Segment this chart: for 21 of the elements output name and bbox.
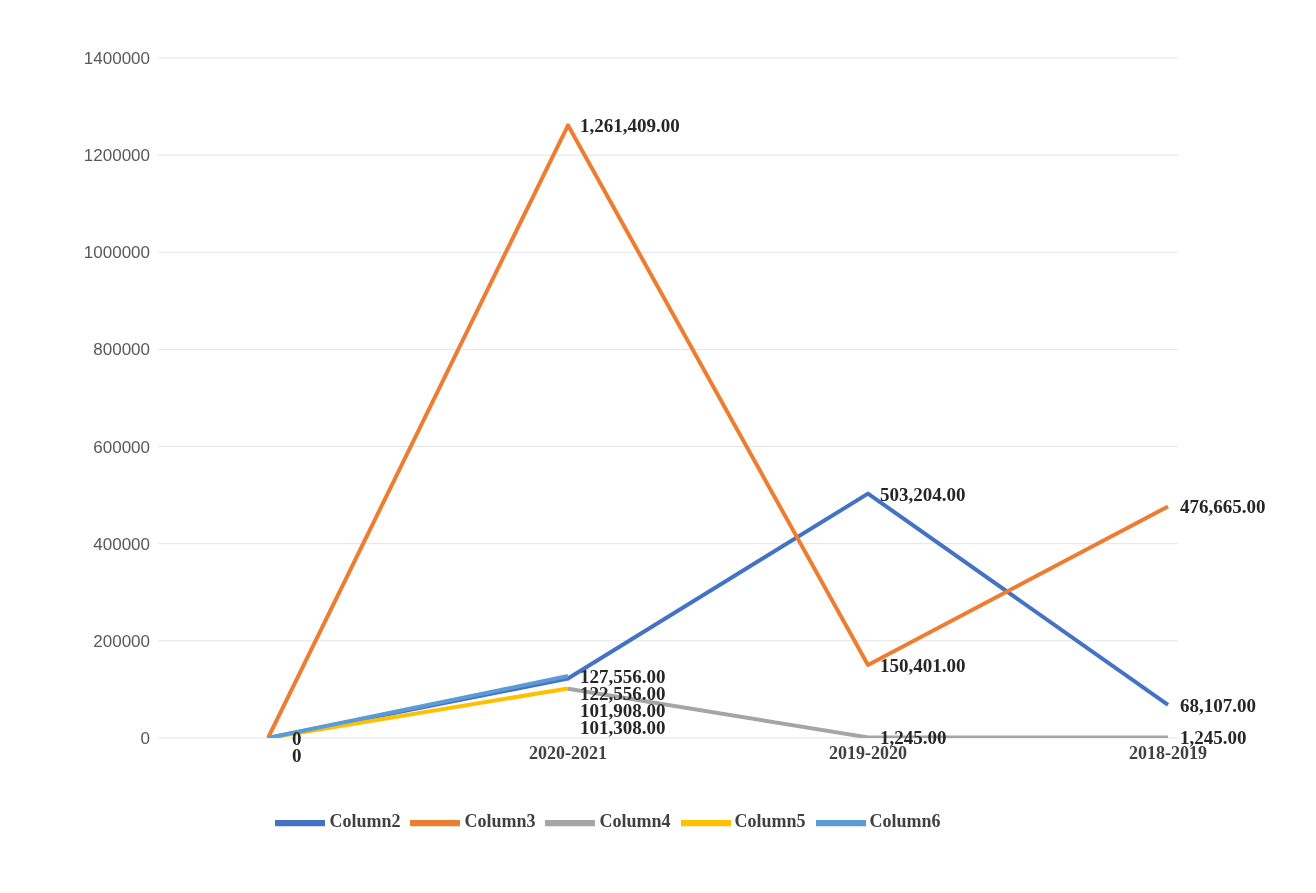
y-tick-label: 1000000 — [83, 243, 150, 263]
y-tick-label: 800000 — [93, 340, 150, 360]
y-tick-label: 1400000 — [83, 49, 150, 69]
data-label: 0 — [292, 745, 302, 766]
legend-label: Column5 — [734, 811, 806, 832]
y-tick-label: 400000 — [93, 534, 150, 554]
x-tick-label: 2020-2021 — [529, 742, 607, 763]
y-tick-label: 1200000 — [83, 146, 150, 166]
legend-label: Column3 — [464, 811, 536, 832]
data-label: 127,556.00 — [580, 666, 666, 688]
data-label: 503,204.00 — [880, 483, 966, 505]
data-label: 150,401.00 — [880, 654, 966, 676]
legend-label: Column2 — [329, 811, 401, 832]
y-tick-label: 200000 — [93, 631, 150, 651]
y-tick-label: 600000 — [93, 437, 150, 457]
data-label: 476,665.00 — [1180, 496, 1266, 518]
legend-label: Column6 — [869, 811, 941, 832]
data-label: 68,107.00 — [1180, 694, 1256, 716]
y-tick-label: 0 — [140, 729, 150, 749]
data-label: 1,261,409.00 — [580, 115, 680, 137]
legend-label: Column4 — [599, 811, 671, 832]
